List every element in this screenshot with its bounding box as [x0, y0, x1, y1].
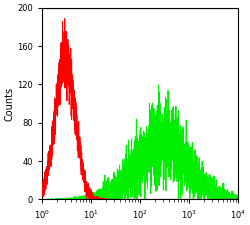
Y-axis label: Counts: Counts [4, 86, 14, 121]
